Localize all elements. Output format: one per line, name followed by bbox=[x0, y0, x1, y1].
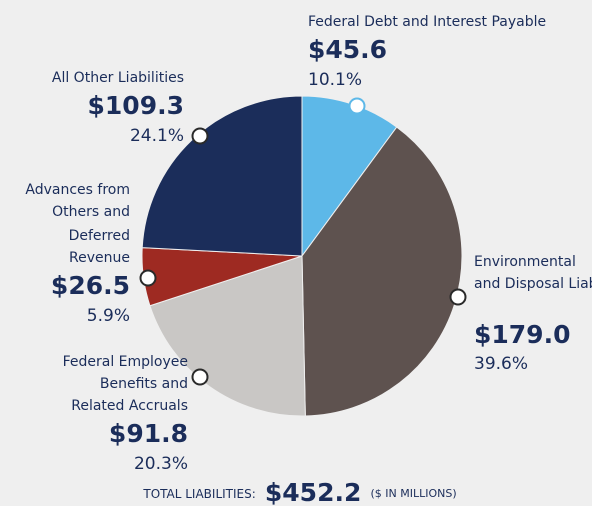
percent-label: 5.9% bbox=[87, 306, 130, 326]
percent-label: 39.6% bbox=[474, 354, 528, 374]
total-label: TOTAL LIABILITIES: bbox=[142, 487, 255, 501]
name-line: and Disposal Liabilities bbox=[474, 276, 592, 292]
name-line: Federal Debt and Interest Payable bbox=[308, 14, 546, 30]
label-dot bbox=[139, 269, 157, 287]
label-dot bbox=[191, 368, 209, 386]
total-unit: ($ IN MILLIONS) bbox=[370, 487, 456, 500]
total-value: $452.2 bbox=[265, 478, 361, 506]
slice bbox=[149, 255, 306, 417]
slice-name: Environmental and Disposal Liabilities bbox=[474, 254, 592, 292]
slice-name: Advances from Others and Deferred Revenue bbox=[25, 182, 130, 266]
slice-name: All Other Liabilities bbox=[52, 70, 184, 86]
name-line: Advances from bbox=[25, 182, 130, 198]
name-line: Deferred bbox=[69, 228, 130, 244]
slice-name: Federal Debt and Interest Payable bbox=[308, 14, 546, 30]
pie bbox=[141, 95, 463, 417]
value-label: $45.6 bbox=[308, 35, 387, 64]
label-dot bbox=[191, 127, 209, 145]
slice bbox=[141, 95, 303, 257]
value-label: $109.3 bbox=[88, 91, 184, 120]
value-label: $179.0 bbox=[474, 320, 570, 349]
name-line: Environmental bbox=[474, 254, 576, 270]
name-line: Benefits and bbox=[100, 376, 188, 392]
value-label: $91.8 bbox=[109, 419, 188, 448]
labels: Federal Debt and Interest Payable $45.6 10… bbox=[25, 14, 592, 474]
value-label: $26.5 bbox=[51, 271, 130, 300]
total: TOTAL LIABILITIES: $452.2 ($ IN MILLIONS… bbox=[142, 478, 456, 506]
name-line: Others and bbox=[52, 204, 130, 220]
percent-label: 10.1% bbox=[308, 70, 362, 90]
percent-label: 20.3% bbox=[134, 454, 188, 474]
name-line: Federal Employee bbox=[63, 354, 188, 370]
name-line: Revenue bbox=[69, 250, 130, 266]
slice-name: Federal Employee Benefits and Related Accr… bbox=[63, 354, 188, 414]
name-line: Related Accruals bbox=[71, 398, 188, 414]
percent-label: 24.1% bbox=[130, 126, 184, 146]
name-line: All Other Liabilities bbox=[52, 70, 184, 86]
label-dot bbox=[348, 97, 366, 115]
label-dot bbox=[449, 288, 467, 306]
